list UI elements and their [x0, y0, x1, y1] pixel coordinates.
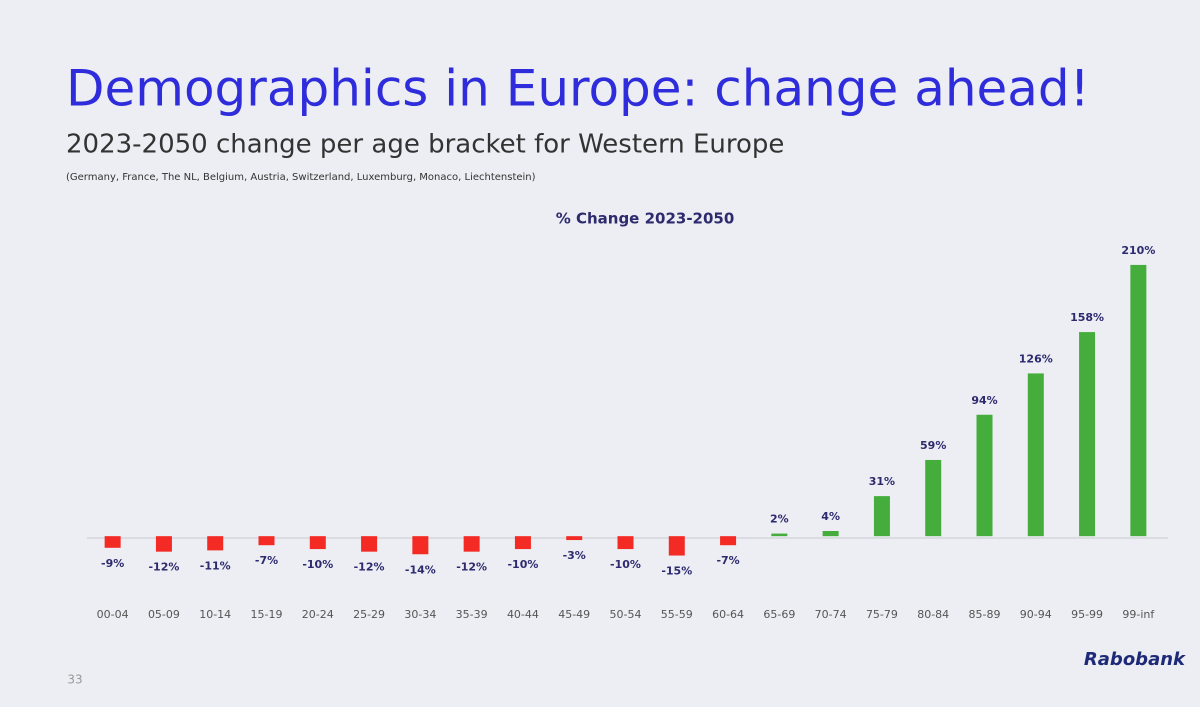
bar	[309, 536, 326, 550]
bar	[361, 536, 378, 552]
bar	[155, 536, 172, 552]
bar	[412, 536, 429, 555]
data-label: -10%	[610, 558, 641, 571]
slide-title: Demographics in Europe: change ahead!	[66, 60, 1090, 118]
data-label: 4%	[821, 510, 840, 523]
bar	[207, 536, 224, 551]
data-label: -14%	[405, 563, 436, 576]
data-label: 210%	[1121, 244, 1155, 257]
bar	[1027, 373, 1044, 537]
x-tick-label: 55-59	[661, 608, 693, 621]
x-tick-label: 35-39	[456, 608, 488, 621]
data-label: -10%	[302, 558, 333, 571]
x-tick-label: 05-09	[148, 608, 180, 621]
x-tick-label: 40-44	[507, 608, 539, 621]
x-tick-label: 50-54	[610, 608, 642, 621]
data-label: -15%	[661, 565, 692, 578]
x-tick-label: 99-inf	[1122, 608, 1155, 621]
bar	[1130, 264, 1147, 537]
bar	[668, 536, 685, 556]
x-tick-label: 15-19	[251, 608, 283, 621]
bar	[566, 536, 583, 541]
x-tick-label: 65-69	[763, 608, 795, 621]
bar	[925, 459, 942, 537]
x-tick-label: 90-94	[1020, 608, 1052, 621]
data-label: -10%	[507, 558, 538, 571]
x-tick-label: 30-34	[404, 608, 436, 621]
slide-note: (Germany, France, The NL, Belgium, Austr…	[66, 172, 536, 183]
x-tick-label: 75-79	[866, 608, 898, 621]
data-label: -12%	[456, 561, 487, 574]
bar	[873, 496, 890, 537]
data-label: -11%	[200, 559, 231, 572]
bar	[771, 533, 788, 537]
bar	[463, 536, 480, 552]
x-tick-label: 85-89	[969, 608, 1001, 621]
data-label: -12%	[354, 561, 385, 574]
data-label: 2%	[770, 513, 789, 526]
x-tick-label: 20-24	[302, 608, 334, 621]
data-label: -12%	[148, 561, 179, 574]
x-tick-label: 25-29	[353, 608, 385, 621]
x-tick-label: 95-99	[1071, 608, 1103, 621]
data-label: -7%	[716, 554, 739, 567]
bar	[104, 536, 121, 548]
data-label: -3%	[563, 549, 586, 562]
data-label: 31%	[869, 475, 895, 488]
x-tick-label: 70-74	[815, 608, 847, 621]
data-label: -9%	[101, 557, 124, 570]
data-label: 59%	[920, 439, 946, 452]
bar	[258, 536, 275, 546]
x-tick-label: 60-64	[712, 608, 744, 621]
bar	[976, 414, 993, 537]
bar	[720, 536, 737, 546]
slide-subtitle: 2023-2050 change per age bracket for Wes…	[66, 130, 784, 160]
page-number: 33	[67, 673, 82, 687]
data-label: 158%	[1070, 311, 1104, 324]
bar	[514, 536, 531, 550]
brand-logo: Rabobank	[1084, 649, 1186, 670]
data-label: -7%	[255, 554, 278, 567]
x-tick-label: 00-04	[97, 608, 129, 621]
bar	[617, 536, 634, 550]
x-tick-label: 10-14	[199, 608, 231, 621]
x-tick-label: 80-84	[917, 608, 949, 621]
data-label: 94%	[971, 394, 997, 407]
x-tick-label: 45-49	[558, 608, 590, 621]
chart-title: % Change 2023-2050	[556, 210, 735, 228]
data-label: 126%	[1019, 352, 1053, 365]
bar	[822, 531, 839, 537]
bar	[1079, 332, 1096, 537]
